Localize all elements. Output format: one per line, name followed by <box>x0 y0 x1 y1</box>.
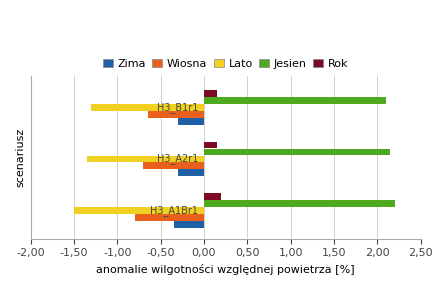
Bar <box>87 155 204 162</box>
Bar <box>204 142 217 148</box>
Bar <box>204 148 390 155</box>
Bar <box>204 90 217 97</box>
Bar <box>204 97 386 104</box>
Bar <box>204 200 395 207</box>
Text: H3_B1r1: H3_B1r1 <box>156 102 198 113</box>
Bar <box>178 118 204 125</box>
Y-axis label: scenariusz: scenariusz <box>15 128 25 187</box>
Bar <box>143 162 204 169</box>
Text: H3_A1Br1: H3_A1Br1 <box>150 205 198 216</box>
Text: H3_A2r1: H3_A2r1 <box>156 153 198 164</box>
Bar <box>147 111 204 118</box>
Bar <box>134 214 204 221</box>
Bar <box>91 104 204 111</box>
Bar <box>178 169 204 176</box>
Legend: Zima, Wiosna, Lato, Jesien, Rok: Zima, Wiosna, Lato, Jesien, Rok <box>99 54 353 73</box>
Bar <box>174 221 204 228</box>
Bar <box>74 207 204 214</box>
X-axis label: anomalie wilgotności względnej powietrza [%]: anomalie wilgotności względnej powietrza… <box>96 264 355 275</box>
Bar <box>204 193 221 200</box>
